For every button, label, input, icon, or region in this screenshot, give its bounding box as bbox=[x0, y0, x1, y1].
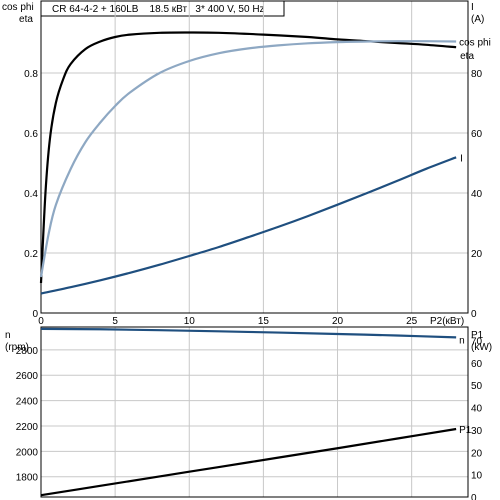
eta-series-label: eta bbox=[460, 51, 474, 62]
bottom-right-tick-label: 10 bbox=[471, 471, 483, 482]
cos-phi-curve bbox=[39, 40, 457, 278]
bottom-right-tick-label: 0 bbox=[471, 493, 477, 500]
n-curve bbox=[40, 327, 457, 339]
top-left-tick-label: 0.4 bbox=[24, 189, 38, 200]
top-right-tick-label: 0 bbox=[471, 309, 477, 320]
bottom-right-tick-label: 70 bbox=[471, 336, 483, 347]
top-x-tick-label: 10 bbox=[184, 316, 196, 327]
i-series-label: I bbox=[460, 153, 463, 164]
bottom-left-tick-label: 2000 bbox=[16, 447, 39, 458]
bottom-right-tick-label: 60 bbox=[471, 359, 483, 370]
bottom-left-tick-label: 2600 bbox=[16, 371, 39, 382]
top-panel: 0 5 10 15 20 25 0 0.2 0.4 0.6 0.8 0 20 40 60 80 eta cos p… bbox=[24, 0, 491, 327]
bottom-left-tick-label: 2400 bbox=[16, 397, 39, 408]
bottom-plot-frame bbox=[40, 326, 469, 498]
p1-unit-label: (kW) bbox=[471, 342, 492, 353]
top-x-tick-label: 5 bbox=[112, 316, 118, 327]
bottom-left-tick-label: 1800 bbox=[16, 473, 39, 484]
top-right-tick-label: 80 bbox=[471, 69, 483, 80]
top-right-tick-label: 20 bbox=[471, 249, 483, 260]
bottom-right-tick-label: 40 bbox=[471, 404, 483, 415]
top-x-tick-label: 15 bbox=[258, 316, 270, 327]
top-x-tick-label: 25 bbox=[406, 316, 418, 327]
top-plot-frame bbox=[40, 0, 469, 314]
chart-title: CR 64-4-2 + 160LB 18.5 кВт 3* 400 V, 50 … bbox=[52, 4, 265, 15]
bottom-right-tick-label: 30 bbox=[471, 426, 483, 437]
bottom-right-tick-label: 50 bbox=[471, 381, 483, 392]
top-x-tick-label: 0 bbox=[38, 316, 44, 327]
n-series-label: n bbox=[459, 335, 465, 346]
i-curve bbox=[40, 156, 457, 295]
eta-axis-label: eta bbox=[19, 14, 33, 25]
p1-series-label: P1 bbox=[459, 425, 472, 436]
top-right-tick-label: 40 bbox=[471, 189, 483, 200]
top-left-tick-label: 0.8 bbox=[24, 69, 38, 80]
bottom-panel: 1800 2000 2200 2400 2600 2800 0 10 20 30 40 50 60 70 n… bbox=[16, 326, 483, 500]
speed-axis-label: n bbox=[5, 330, 11, 341]
bottom-left-tick-label: 2800 bbox=[16, 346, 39, 357]
speed-unit-label: (rpm) bbox=[5, 342, 29, 353]
cos-phi-axis-label: cos phi bbox=[2, 2, 34, 13]
top-left-tick-label: 0.2 bbox=[24, 249, 38, 260]
bottom-left-tick-label: 2200 bbox=[16, 422, 39, 433]
p1-axis-label: P1 bbox=[471, 330, 484, 341]
current-unit-label: (A) bbox=[471, 14, 484, 25]
x-axis-label: P2(кВт) bbox=[430, 316, 464, 327]
p1-curve bbox=[40, 427, 457, 497]
top-right-tick-label: 60 bbox=[471, 129, 483, 140]
cos-phi-series-label: cos phi bbox=[459, 38, 491, 49]
bottom-right-tick-label: 20 bbox=[471, 448, 483, 459]
top-x-tick-label: 20 bbox=[332, 316, 344, 327]
current-axis-label: I bbox=[471, 2, 474, 13]
top-left-tick-label: 0.6 bbox=[24, 129, 38, 140]
top-left-tick-label: 0 bbox=[32, 309, 38, 320]
